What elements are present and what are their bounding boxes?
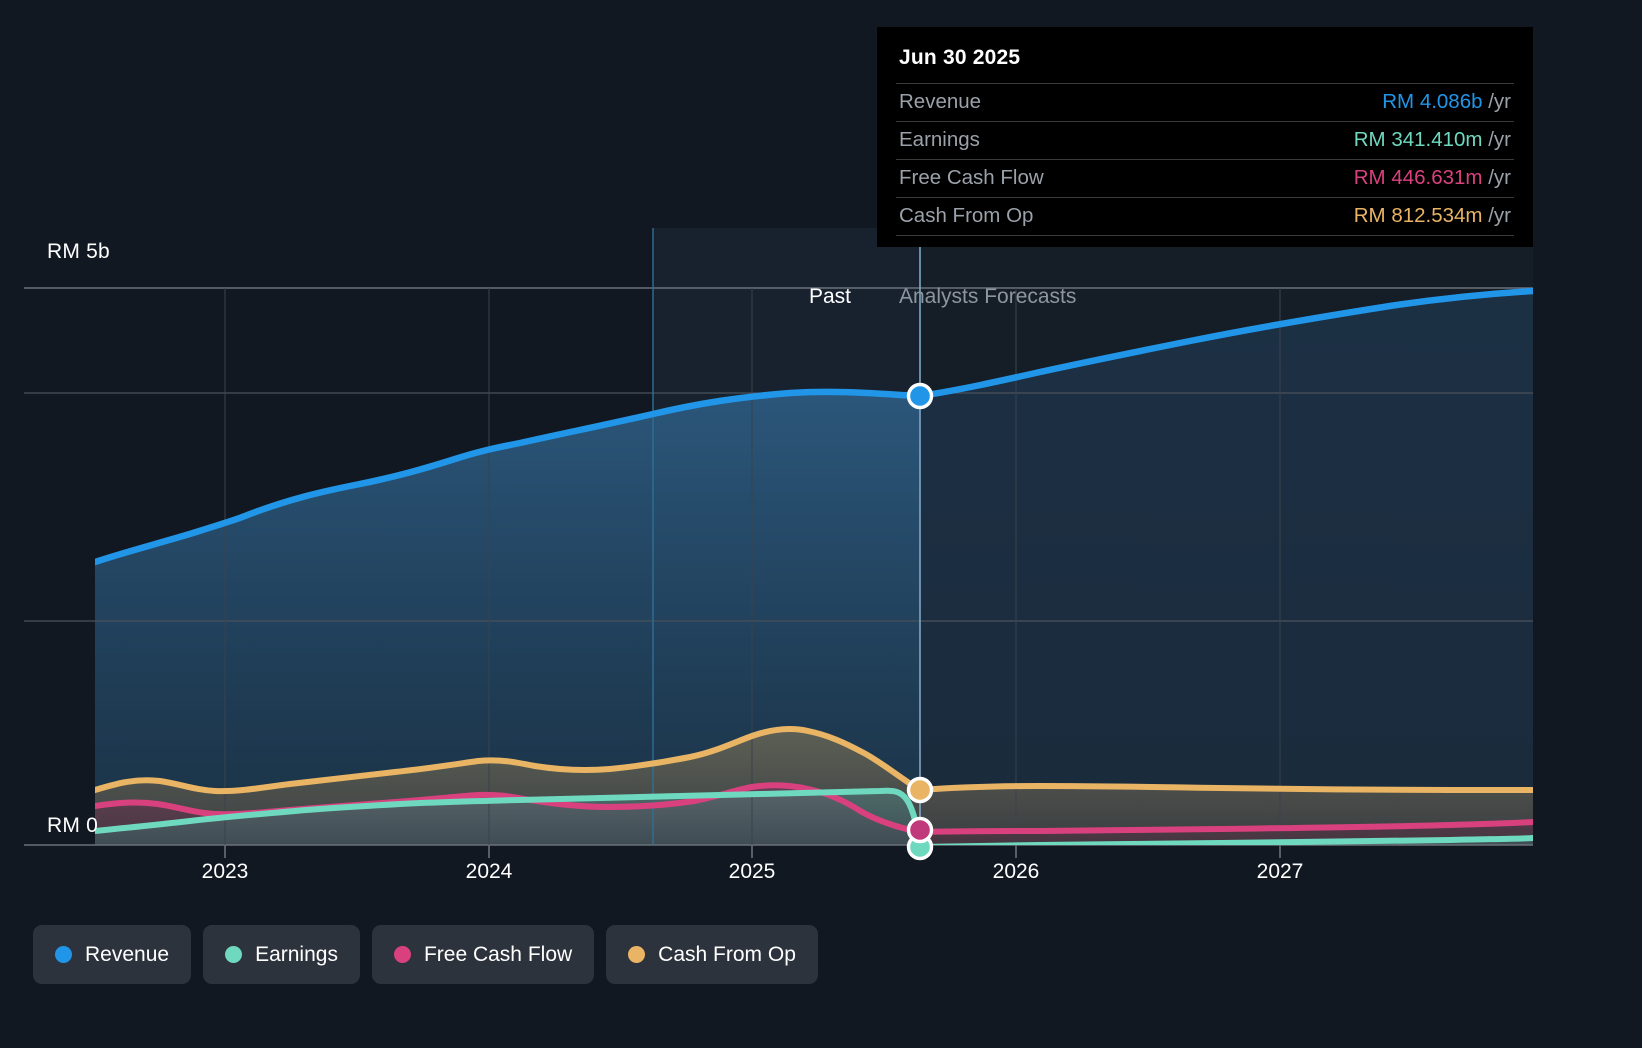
tooltip-date: Jun 30 2025 bbox=[899, 46, 1021, 69]
marker-free-cash-flow bbox=[906, 816, 934, 844]
legend-item-free-cash-flow[interactable]: Free Cash Flow bbox=[371, 925, 595, 984]
legend-label-free-cash-flow: Free Cash Flow bbox=[423, 942, 573, 966]
cash-from-op-line bbox=[95, 725, 1533, 795]
tooltip-bottom-divider bbox=[896, 235, 1514, 237]
x-axis-label-2024: 2024 bbox=[465, 860, 513, 883]
legend-label-earnings: Earnings bbox=[255, 942, 338, 966]
tooltip-value-free-cash-flow: RM 446.631m /yr bbox=[1354, 166, 1511, 190]
legend-dot-revenue-icon bbox=[55, 946, 72, 963]
revenue-line bbox=[95, 287, 1533, 566]
revenue-area-forecast bbox=[920, 291, 1533, 845]
marker-cash-from-op bbox=[906, 776, 934, 804]
series-lines bbox=[95, 287, 1533, 845]
tooltip-currency-earnings: RM bbox=[1353, 128, 1386, 151]
tooltip-amount-cash-from-op: 812.534m bbox=[1391, 204, 1483, 227]
vertical-guides bbox=[224, 288, 1281, 845]
tooltip-amount-free-cash-flow: 446.631m bbox=[1391, 166, 1483, 189]
revenue-area-group bbox=[95, 291, 1533, 845]
tooltip-value-cash-from-op: RM 812.534m /yr bbox=[1354, 204, 1511, 228]
legend-dot-cash-from-op-icon bbox=[628, 946, 646, 963]
tooltip-amount-revenue: 4.086b bbox=[1419, 90, 1483, 113]
x-axis-label-2025: 2025 bbox=[728, 860, 776, 883]
legend-dot-earnings-icon bbox=[225, 946, 243, 963]
x-axis-label-2027: 2027 bbox=[1256, 860, 1304, 883]
legend-dot-free-cash-flow-icon bbox=[393, 946, 411, 963]
legend-label-cash-from-op: Cash From Op bbox=[658, 942, 796, 966]
tooltip-value-earnings: RM 341.410m /yr bbox=[1354, 128, 1511, 152]
marker-revenue bbox=[906, 382, 934, 410]
tooltip-value-revenue: RM 4.086b /yr bbox=[1382, 90, 1511, 114]
past-region-label: Past bbox=[808, 285, 851, 308]
tooltip-label-free-cash-flow: Free Cash Flow bbox=[899, 166, 1044, 189]
revenue-area-past bbox=[95, 391, 920, 845]
tooltip-unit-revenue: /yr bbox=[1488, 90, 1511, 113]
tooltip-row-free-cash-flow: Free Cash Flow RM 446.631m /yr bbox=[896, 159, 1514, 197]
tooltip-currency-cash-from-op: RM bbox=[1353, 204, 1386, 227]
earnings-line bbox=[95, 787, 1533, 845]
y-axis-label-zero: RM 0 bbox=[47, 814, 98, 837]
x-axis-ticks bbox=[224, 845, 1281, 858]
tooltip-currency-revenue: RM bbox=[1382, 90, 1415, 113]
hover-markers bbox=[906, 382, 934, 861]
legend-item-cash-from-op[interactable]: Cash From Op bbox=[606, 925, 818, 984]
x-axis-label-2026: 2026 bbox=[992, 860, 1040, 883]
tooltip-currency-free-cash-flow: RM bbox=[1353, 166, 1386, 189]
tooltip-label-earnings: Earnings bbox=[899, 128, 980, 151]
tooltip-label-revenue: Revenue bbox=[899, 90, 982, 113]
tooltip-unit-earnings: /yr bbox=[1488, 128, 1511, 151]
tooltip-amount-earnings: 341.410m bbox=[1391, 128, 1483, 151]
legend-item-earnings[interactable]: Earnings bbox=[203, 925, 360, 984]
tooltip-row-cash-from-op: Cash From Op RM 812.534m /yr bbox=[896, 197, 1514, 235]
y-axis-label-top: RM 5b bbox=[47, 240, 110, 263]
tooltip-unit-free-cash-flow: /yr bbox=[1488, 166, 1511, 189]
tooltip-row-earnings: Earnings RM 341.410m /yr bbox=[896, 121, 1514, 159]
tooltip-unit-cash-from-op: /yr bbox=[1488, 204, 1511, 227]
legend-item-revenue[interactable]: Revenue bbox=[33, 925, 192, 984]
chart-legend: Revenue Earnings Free Cash Flow Cash Fro… bbox=[33, 925, 818, 984]
legend-label-revenue: Revenue bbox=[85, 942, 170, 966]
tooltip-label-cash-from-op: Cash From Op bbox=[899, 204, 1034, 227]
forecast-region-label: Analysts Forecasts bbox=[899, 285, 1077, 308]
x-axis-label-2023: 2023 bbox=[201, 860, 249, 883]
hover-tooltip: Jun 30 2025 Revenue RM 4.086b /yr Earnin… bbox=[877, 27, 1533, 247]
tooltip-row-revenue: Revenue RM 4.086b /yr bbox=[896, 83, 1514, 121]
